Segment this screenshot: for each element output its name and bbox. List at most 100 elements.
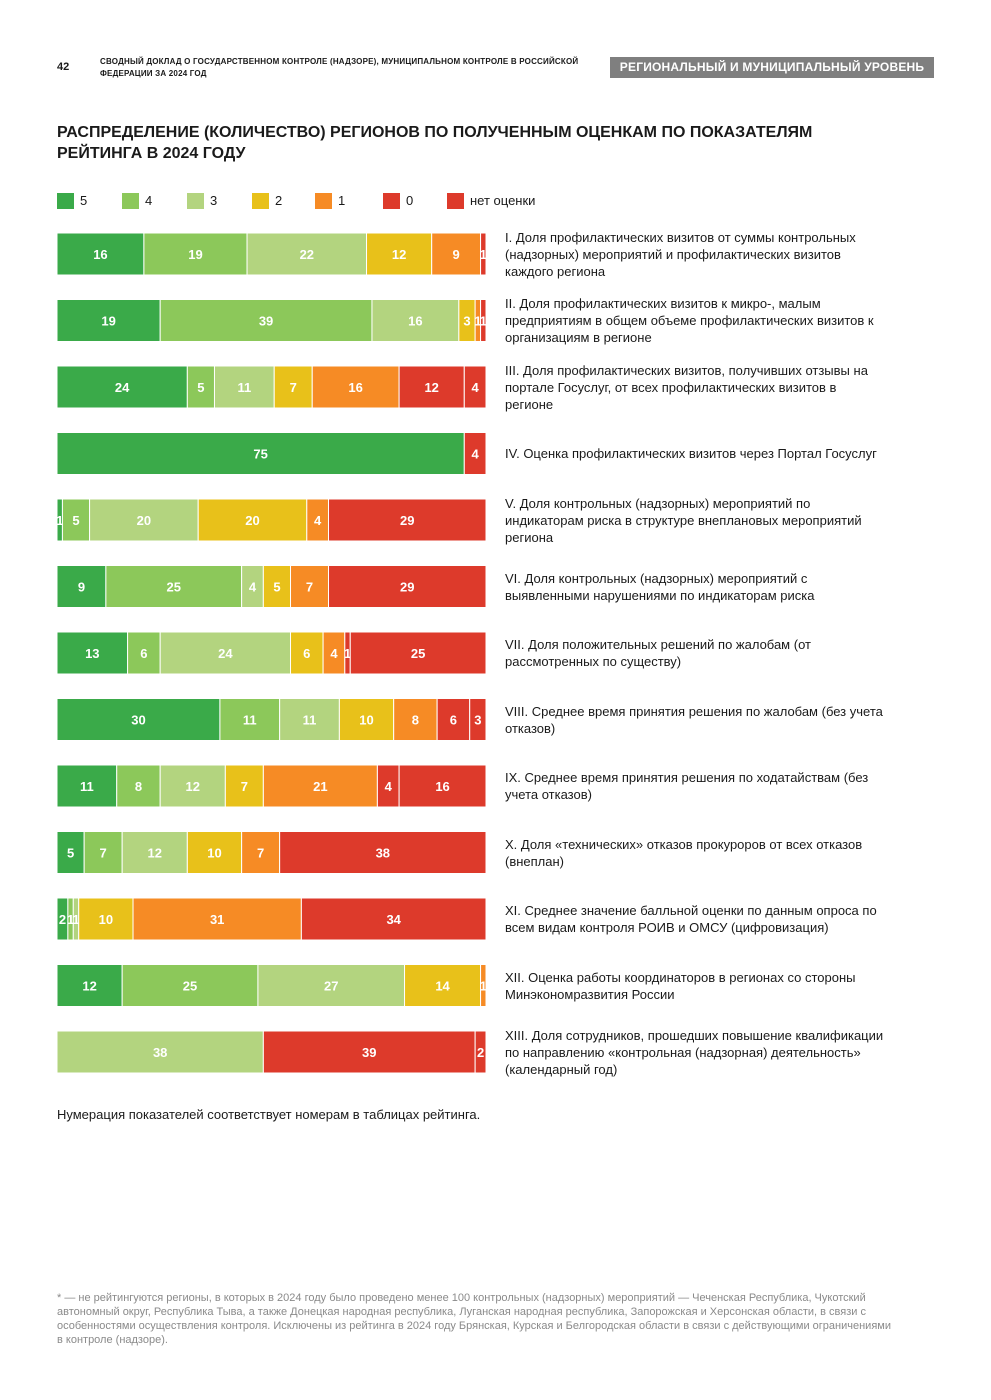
- bar-segment: [219, 698, 281, 741]
- bar-segment: [279, 698, 340, 741]
- bar-value-label: 19: [188, 247, 202, 262]
- bar-segment: [186, 365, 215, 409]
- row-label: X. Доля «технических» отказов прокуроров…: [505, 836, 863, 869]
- bar-segment: [159, 631, 292, 675]
- bar-segment: [463, 365, 487, 409]
- bar-segment: [56, 631, 129, 675]
- bar-segment: [371, 299, 460, 342]
- bar-value-label: 21: [313, 779, 327, 794]
- bar-segment: [328, 498, 487, 542]
- bar-segment: [56, 299, 161, 342]
- bar-segment: [186, 831, 243, 874]
- section-badge: РЕГИОНАЛЬНЫЙ И МУНИЦИПАЛЬНЫЙ УРОВЕНЬ: [610, 57, 934, 78]
- bar-segment: [338, 698, 395, 741]
- bar-value-label: 39: [362, 1045, 376, 1060]
- bar-segment: [56, 1030, 264, 1074]
- chart-note: Нумерация показателей соответствует номе…: [57, 1107, 481, 1122]
- bar-value-label: 7: [100, 846, 107, 861]
- bar-segment: [121, 964, 259, 1007]
- bar-value-label: 38: [376, 846, 390, 861]
- legend-label: 3: [210, 193, 218, 208]
- legend-swatch: [187, 193, 204, 209]
- bar-value-label: 6: [450, 713, 457, 728]
- legend-swatch: [57, 193, 74, 209]
- legend-label: 0: [406, 193, 414, 208]
- legend-swatch: [252, 193, 269, 209]
- bar-value-label: 1: [480, 314, 487, 329]
- bar-segment: [56, 698, 221, 741]
- running-header: СВОДНЫЙ ДОКЛАД О ГОСУДАРСТВЕННОМ КОНТРОЛ…: [100, 57, 579, 78]
- bar-value-label: 7: [241, 779, 248, 794]
- bar-segment: [290, 565, 330, 608]
- bar-value-label: 4: [249, 580, 257, 595]
- bar-segment: [159, 764, 226, 808]
- bar-value-label: 4: [472, 380, 480, 395]
- bar-value-label: 29: [400, 513, 414, 528]
- bar-value-label: 30: [131, 713, 145, 728]
- bar-segment: [290, 631, 324, 675]
- bar-value-label: 25: [167, 580, 181, 595]
- bar-segment: [213, 365, 275, 409]
- bar-value-label: 6: [140, 646, 147, 661]
- bar-segment: [300, 897, 487, 941]
- bar-value-label: 12: [82, 979, 96, 994]
- bar-value-label: 24: [218, 646, 233, 661]
- bar-segment: [56, 232, 145, 276]
- bar-value-label: 5: [273, 580, 280, 595]
- bar-value-label: 4: [330, 646, 338, 661]
- bar-segment: [83, 831, 123, 874]
- bar-value-label: 22: [300, 247, 314, 262]
- bar-segment: [469, 698, 487, 741]
- row-label: XII. Оценка работы координаторов в регио…: [505, 969, 856, 1002]
- legend-swatch: [383, 193, 400, 209]
- bar-value-label: 7: [290, 380, 297, 395]
- bar-value-label: 5: [67, 846, 74, 861]
- bar-value-label: 11: [237, 380, 251, 395]
- row-label: VIII. Среднее время принятия решения по …: [505, 703, 883, 736]
- bar-value-label: 24: [115, 380, 130, 395]
- legend-label: 4: [145, 193, 153, 208]
- bar-segment: [398, 764, 487, 808]
- bar-value-label: 2: [477, 1045, 484, 1060]
- bar-segment: [463, 432, 487, 475]
- bar-value-label: 5: [72, 513, 79, 528]
- bar-segment: [121, 831, 188, 874]
- bar-segment: [480, 232, 487, 276]
- bar-value-label: 11: [80, 779, 94, 794]
- bar-value-label: 9: [453, 247, 460, 262]
- bar-value-label: 16: [435, 779, 449, 794]
- bar-value-label: 25: [183, 979, 197, 994]
- row-label: V. Доля контрольных (надзорных) мероприя…: [505, 495, 862, 545]
- bar-value-label: 11: [303, 713, 317, 728]
- bar-value-label: 29: [400, 580, 414, 595]
- row-label: II. Доля профилактических визитов к микр…: [505, 296, 874, 345]
- bar-value-label: 3: [474, 713, 481, 728]
- bar-segment: [159, 299, 373, 342]
- bar-segment: [480, 299, 487, 342]
- bar-segment: [132, 897, 302, 941]
- bar-segment: [279, 831, 487, 874]
- legend-swatch: [447, 193, 464, 209]
- bar-segment: [56, 565, 107, 608]
- legend-swatch: [122, 193, 139, 209]
- bar-segment: [56, 432, 465, 475]
- bar-value-label: 5: [197, 380, 204, 395]
- bar-value-label: 25: [411, 646, 425, 661]
- bar-value-label: 1: [72, 912, 79, 927]
- bar-value-label: 14: [435, 979, 450, 994]
- legend-label: нет оценки: [470, 193, 536, 208]
- row-label: III. Доля профилактических визитов, полу…: [505, 362, 868, 412]
- bar-value-label: 75: [253, 447, 267, 462]
- bar-value-label: 16: [93, 247, 107, 262]
- bar-value-label: 27: [324, 979, 338, 994]
- bar-value-label: 16: [348, 380, 362, 395]
- bar-segment: [224, 764, 264, 808]
- row-label: VII. Доля положительных решений по жалоб…: [505, 637, 811, 669]
- bar-value-label: 10: [207, 846, 221, 861]
- bar-segment: [480, 964, 487, 1007]
- bar-value-label: 1: [344, 646, 351, 661]
- bar-value-label: 13: [85, 646, 99, 661]
- bar-value-label: 34: [386, 912, 401, 927]
- bar-value-label: 10: [359, 713, 373, 728]
